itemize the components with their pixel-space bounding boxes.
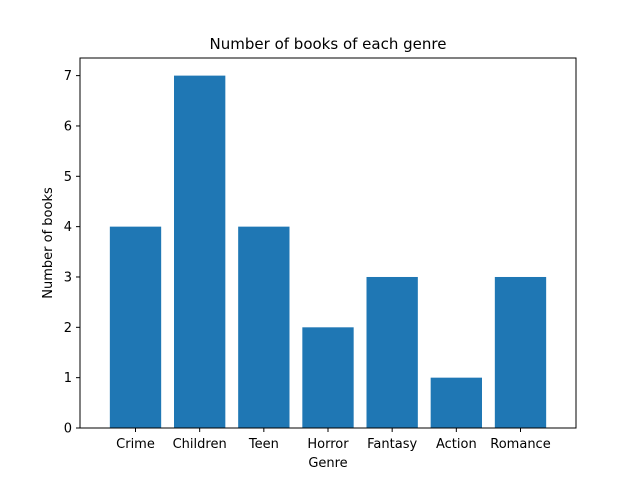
x-axis-ticks: Crime Children Teen Horror Fantasy Action Roma…: [116, 428, 551, 452]
bar-teen: [238, 226, 290, 428]
x-tick-label: Children: [173, 437, 227, 452]
x-tick-label: Horror: [307, 437, 349, 452]
bar-fantasy: [366, 276, 418, 428]
x-tick-label: Teen: [248, 437, 279, 452]
y-tick-label: 2: [64, 321, 72, 336]
x-tick-label: Crime: [116, 437, 155, 452]
y-tick-label: 1: [64, 371, 72, 386]
bar-children: [174, 75, 226, 428]
bar-action: [430, 377, 482, 428]
y-tick-label: 0: [64, 422, 72, 437]
bar-romance: [494, 276, 547, 428]
x-tick-label: Romance: [490, 437, 550, 452]
x-tick-label: Fantasy: [367, 437, 417, 452]
y-tick-label: 4: [64, 220, 72, 235]
y-tick-label: 3: [64, 270, 72, 285]
y-tick-label: 6: [64, 119, 72, 134]
y-tick-label: 7: [64, 69, 72, 84]
y-axis-ticks: 0 1 2 3 4 5 6 7: [64, 69, 80, 437]
y-tick-label: 5: [64, 170, 72, 185]
y-axis-label: Number of books: [41, 187, 56, 299]
chart-title: Number of books of each genre: [210, 35, 447, 53]
x-axis-label: Genre: [308, 456, 347, 471]
x-tick-label: Action: [436, 437, 477, 452]
bar-horror: [302, 327, 354, 428]
bar-crime: [109, 226, 162, 428]
bars-group: [109, 75, 547, 428]
